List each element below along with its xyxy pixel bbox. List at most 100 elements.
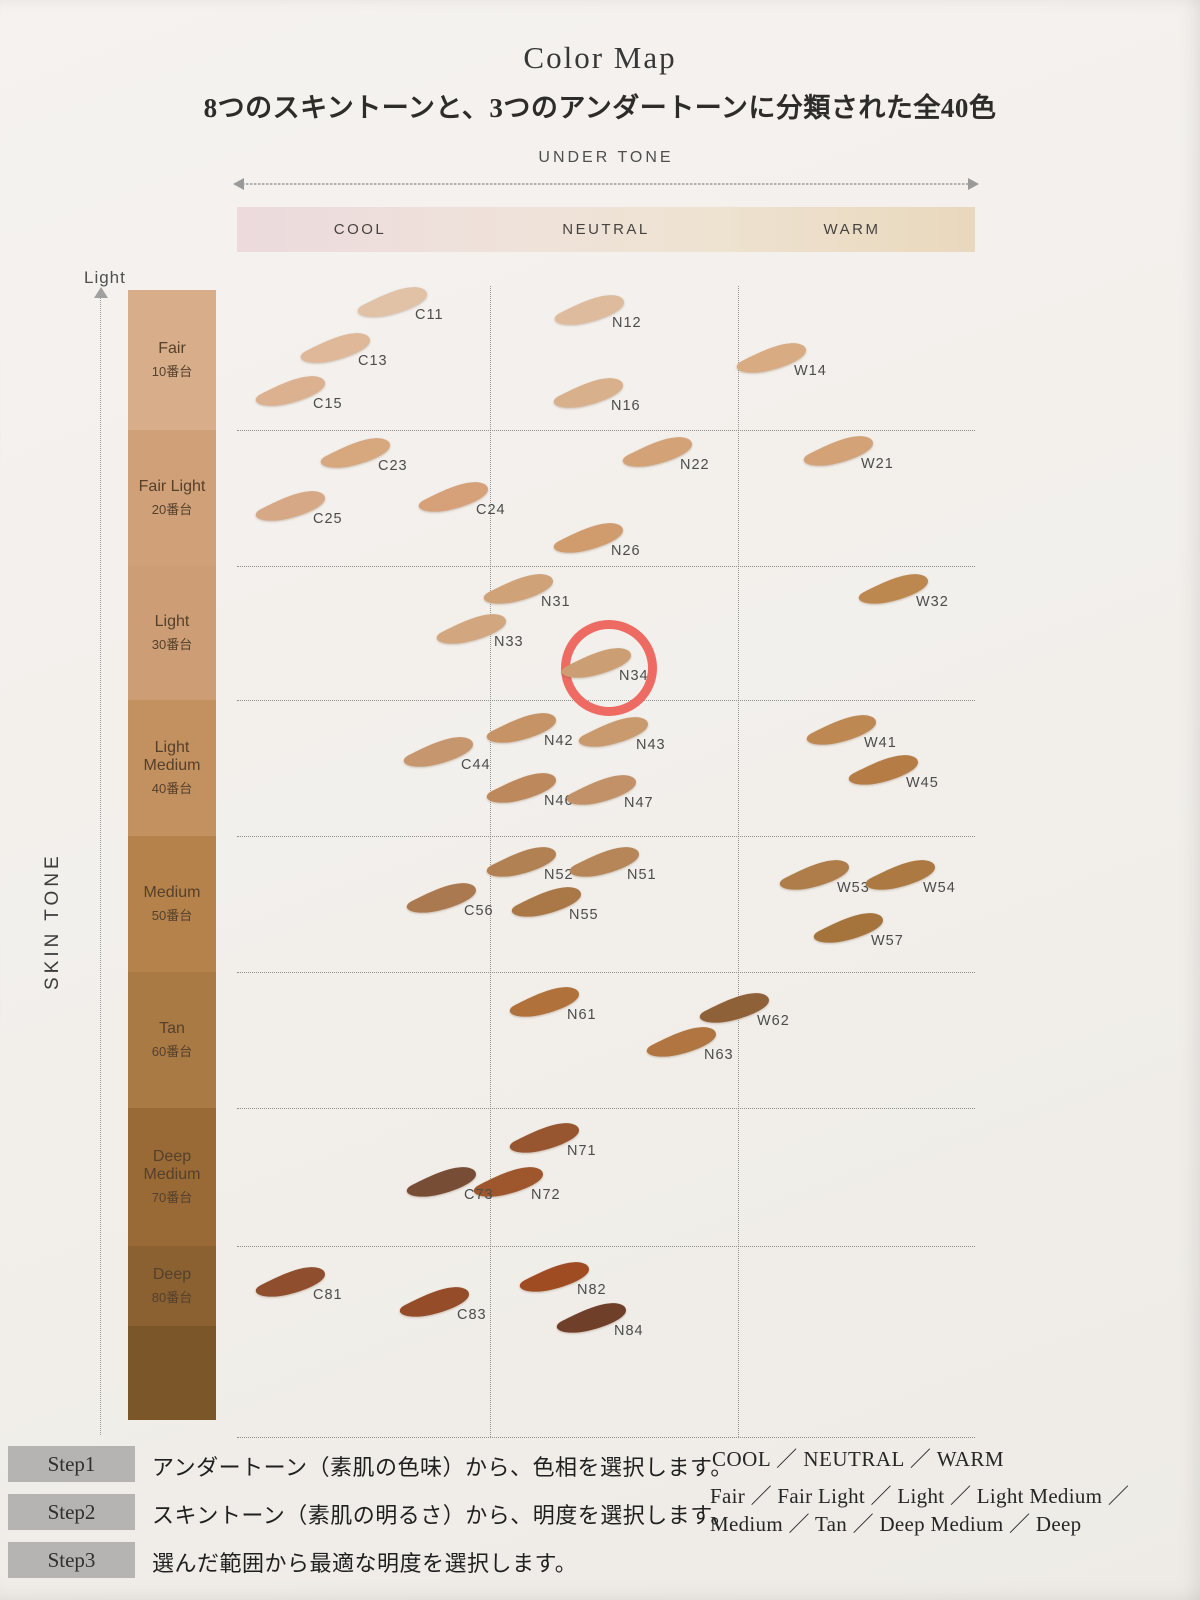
- shade-label-C81: C81: [313, 1287, 343, 1303]
- shade-smear-icon: [803, 436, 874, 466]
- shade-label-N46: N46: [544, 793, 574, 809]
- shade-smear-icon: [403, 737, 474, 767]
- shade-label-N12: N12: [612, 315, 642, 331]
- shade-swatch-C24: C24: [416, 480, 505, 518]
- shade-smear-icon: [511, 887, 582, 917]
- column-label-warm: WARM: [823, 221, 881, 238]
- shade-swatch-C44: C44: [401, 735, 490, 773]
- shade-smear-icon: [486, 847, 557, 877]
- shade-swatch-N43: N43: [576, 715, 665, 753]
- undertone-axis-label: UNDER TONE: [538, 149, 674, 166]
- footer-undertone-list: COOL ／ NEUTRAL ／ WARM: [712, 1447, 1005, 1471]
- shade-swatch-C56: C56: [404, 881, 493, 919]
- shade-smear-icon: [486, 713, 557, 743]
- shade-label-W62: W62: [757, 1013, 790, 1029]
- shade-smear-icon: [255, 1267, 326, 1297]
- shade-smear-icon: [436, 614, 507, 644]
- shade-swatch-N55: N55: [509, 885, 598, 923]
- column-label-cool: COOL: [333, 221, 387, 238]
- shade-swatch-C81: C81: [253, 1265, 342, 1303]
- shade-swatch-N47: N47: [564, 773, 653, 811]
- skin-tone-name: Deep Medium: [143, 1147, 201, 1183]
- shade-swatch-W41: W41: [804, 713, 896, 751]
- skin-tone-name: Medium: [143, 883, 201, 901]
- shade-swatch-C73: C73: [404, 1165, 493, 1203]
- shade-label-W14: W14: [794, 363, 827, 379]
- skin-tone-band-deep-medium: Deep Medium 70番台: [128, 1108, 216, 1246]
- shade-label-C11: C11: [415, 307, 444, 323]
- shade-swatch-N22: N22: [620, 435, 709, 473]
- shade-label-C15: C15: [313, 396, 343, 412]
- shade-label-W53: W53: [837, 880, 870, 896]
- shade-label-N47: N47: [624, 795, 654, 811]
- shade-swatch-N82: N82: [517, 1260, 606, 1298]
- skintone-arrow-icon: [94, 287, 108, 298]
- skin-tone-range: 50番台: [151, 908, 193, 924]
- skin-tone-band-deep: Deep 80番台: [128, 1246, 216, 1326]
- skin-tone-range: 10番台: [151, 364, 193, 380]
- shade-swatch-C15: C15: [253, 374, 342, 412]
- shade-smear-icon: [473, 1167, 544, 1197]
- shade-swatch-W53: W53: [777, 858, 869, 896]
- shade-swatch-W14: W14: [734, 341, 826, 379]
- shade-label-N63: N63: [704, 1047, 734, 1063]
- footer-skintone-list: Fair ／ Fair Light ／ Light ／ Light Medium…: [710, 1484, 1130, 1536]
- skin-tone-range: 60番台: [151, 1044, 193, 1060]
- skin-tone-band-tan: Tan 60番台: [128, 972, 216, 1108]
- shade-smear-icon: [865, 860, 936, 890]
- grid-row-line: [237, 566, 975, 567]
- skin-tone-band-medium: Medium 50番台: [128, 836, 216, 972]
- shade-swatch-W57: W57: [811, 911, 903, 949]
- shade-smear-icon: [554, 295, 625, 325]
- step-badge-1: Step1: [8, 1446, 135, 1482]
- shade-smear-icon: [848, 755, 919, 785]
- shade-smear-icon: [509, 1123, 580, 1153]
- step-badge-2: Step2: [8, 1494, 135, 1530]
- shade-label-N55: N55: [569, 907, 599, 923]
- step-text-3: 選んだ範囲から最適な明度を選択します。: [152, 1551, 578, 1576]
- skintone-axis-line: [100, 296, 101, 1435]
- shade-smear-icon: [858, 574, 929, 604]
- grid-row-line: [237, 1437, 975, 1438]
- shade-label-W45: W45: [906, 775, 939, 791]
- skin-tone-range: 70番台: [151, 1190, 193, 1206]
- shade-label-N84: N84: [614, 1323, 644, 1339]
- shade-smear-icon: [578, 717, 649, 747]
- grid-column-line: [738, 286, 739, 1437]
- shade-smear-icon: [519, 1262, 590, 1292]
- column-label-neutral: NEUTRAL: [562, 221, 650, 238]
- skin-tone-range: 40番台: [151, 781, 193, 797]
- shade-swatch-W21: W21: [801, 434, 893, 472]
- skintone-direction-label: Light: [84, 268, 126, 287]
- shade-smear-icon: [561, 648, 632, 678]
- shade-label-C56: C56: [464, 903, 494, 919]
- skin-tone-name: Tan: [159, 1019, 185, 1037]
- skin-tone-name: Deep: [152, 1265, 192, 1283]
- shade-label-C44: C44: [461, 757, 491, 773]
- shade-swatch-N42: N42: [484, 711, 573, 749]
- skin-tone-name: Fair: [158, 339, 186, 357]
- shade-label-C73: C73: [464, 1187, 494, 1203]
- shade-swatch-N34: N34: [559, 646, 648, 684]
- shade-swatch-N71: N71: [507, 1121, 596, 1159]
- shade-label-N61: N61: [567, 1007, 597, 1023]
- shade-label-W32: W32: [916, 594, 949, 610]
- grid-row-line: [237, 430, 975, 431]
- shade-label-N43: N43: [636, 737, 666, 753]
- grid-row-line: [237, 972, 975, 973]
- shade-smear-icon: [300, 333, 371, 363]
- skin-tone-band-fair-light: Fair Light 20番台: [128, 430, 216, 566]
- shade-label-C83: C83: [457, 1307, 487, 1323]
- shade-label-N82: N82: [577, 1282, 607, 1298]
- shade-swatch-C83: C83: [397, 1285, 486, 1323]
- shade-smear-icon: [486, 773, 557, 803]
- shade-label-N71: N71: [567, 1143, 597, 1159]
- shade-label-N33: N33: [494, 634, 524, 650]
- shade-swatch-N26: N26: [551, 521, 640, 559]
- shade-label-C13: C13: [358, 353, 388, 369]
- shade-label-N22: N22: [680, 457, 710, 473]
- shade-label-N72: N72: [531, 1187, 561, 1203]
- shade-swatch-N31: N31: [481, 572, 570, 610]
- step-text-2: スキントーン（素肌の明るさ）から、明度を選択します。: [152, 1503, 734, 1528]
